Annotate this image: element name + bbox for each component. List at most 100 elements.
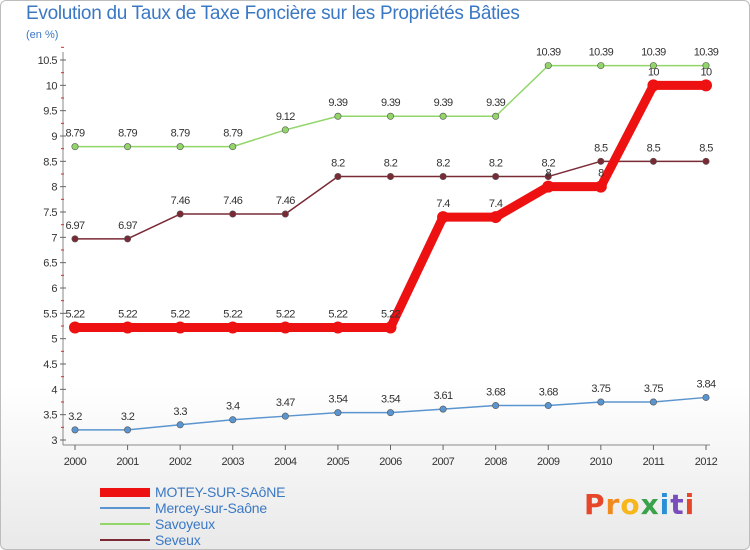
data-label: 8.79	[223, 128, 242, 140]
data-label: 9.39	[486, 97, 505, 109]
data-point	[124, 426, 132, 434]
data-label: 5.22	[381, 309, 400, 321]
data-point	[437, 211, 450, 224]
data-label: 9.39	[328, 97, 347, 109]
data-point	[229, 416, 237, 424]
data-point	[229, 143, 237, 151]
legend-label: Seveux	[155, 532, 201, 548]
data-point	[124, 143, 132, 151]
y-tick-label: 7.5	[43, 207, 57, 219]
y-tick-label: 7	[51, 232, 57, 244]
data-point	[544, 62, 552, 70]
data-point	[334, 112, 342, 120]
x-tick-label: 2011	[643, 456, 665, 468]
chart-subtitle: (en %)	[26, 29, 59, 41]
x-tick-label: 2009	[537, 456, 560, 468]
y-tick-label: 3	[51, 435, 57, 447]
logo-letter: i	[659, 488, 671, 521]
data-label: 3.68	[486, 387, 505, 399]
data-point	[439, 405, 447, 413]
y-tick-label: 8	[51, 182, 57, 194]
proxiti-logo: Proxiti	[584, 488, 695, 521]
data-label: 8	[598, 168, 604, 180]
data-label: 8.79	[171, 128, 190, 140]
y-tick-label: 4	[51, 384, 57, 396]
x-tick-label: 2002	[169, 456, 192, 468]
data-point	[489, 211, 502, 224]
y-tick-label: 3.5	[43, 410, 57, 422]
data-label: 8.2	[489, 158, 503, 170]
data-label: 7.46	[276, 195, 295, 207]
data-point	[71, 235, 79, 243]
data-point	[439, 173, 447, 181]
data-point	[229, 210, 237, 218]
data-label: 8.79	[118, 128, 137, 140]
data-label: 9.39	[381, 97, 400, 109]
data-point	[702, 62, 710, 70]
data-label: 3.54	[381, 394, 400, 406]
x-tick-label: 2006	[379, 456, 402, 468]
data-point	[649, 157, 657, 165]
data-label: 8.5	[647, 142, 661, 154]
data-label: 5.22	[276, 309, 295, 321]
data-point	[384, 321, 397, 334]
data-label: 8	[545, 168, 551, 180]
legend-swatch	[100, 539, 150, 541]
logo-letter: r	[605, 488, 621, 521]
data-point	[174, 321, 187, 334]
legend-label: Savoyeux	[155, 516, 215, 532]
data-label: 9.39	[434, 97, 453, 109]
logo-letter: t	[670, 488, 685, 521]
data-point	[544, 173, 552, 181]
logo-letter: o	[620, 488, 641, 521]
data-point	[647, 79, 660, 92]
data-point	[69, 321, 81, 334]
data-label: 10.39	[589, 47, 614, 59]
data-point	[71, 426, 79, 434]
data-point	[649, 62, 657, 70]
logo-letter: i	[684, 488, 696, 521]
legend-label: Mercey-sur-Saône	[155, 500, 267, 516]
data-label: 3.68	[539, 387, 558, 399]
data-label: 3.61	[434, 390, 453, 402]
data-point	[176, 143, 184, 151]
data-point	[386, 173, 394, 181]
data-point	[492, 402, 500, 410]
x-tick-label: 2003	[222, 456, 245, 468]
data-label: 8.79	[65, 128, 84, 140]
data-label: 8.5	[594, 142, 608, 154]
data-point	[649, 398, 657, 406]
data-point	[176, 421, 184, 429]
data-label: 5.22	[223, 309, 242, 321]
data-point	[331, 321, 344, 334]
series-line-0	[70, 80, 711, 333]
data-label: 10	[648, 66, 660, 78]
data-label: 3.54	[328, 394, 347, 406]
data-label: 6.97	[118, 220, 137, 232]
data-label: 10	[700, 66, 712, 78]
data-label: 10.39	[694, 47, 719, 59]
data-label: 7.46	[223, 195, 242, 207]
data-point	[542, 180, 555, 193]
data-label: 8.2	[542, 158, 556, 170]
data-point	[492, 112, 500, 120]
data-label: 3.75	[591, 383, 610, 395]
legend-swatch	[100, 523, 150, 525]
y-tick-label: 5	[51, 334, 57, 346]
data-point	[281, 210, 289, 218]
data-point	[226, 321, 239, 334]
data-label: 7.46	[171, 195, 190, 207]
data-point	[334, 409, 342, 417]
data-point	[281, 412, 289, 420]
data-point	[386, 112, 394, 120]
data-point	[594, 180, 607, 193]
data-label: 8.2	[436, 158, 450, 170]
data-point	[700, 79, 712, 92]
data-point	[334, 173, 342, 181]
legend-swatch	[100, 507, 150, 509]
data-label: 3.84	[696, 378, 715, 390]
data-point	[702, 157, 710, 165]
data-point	[597, 157, 605, 165]
